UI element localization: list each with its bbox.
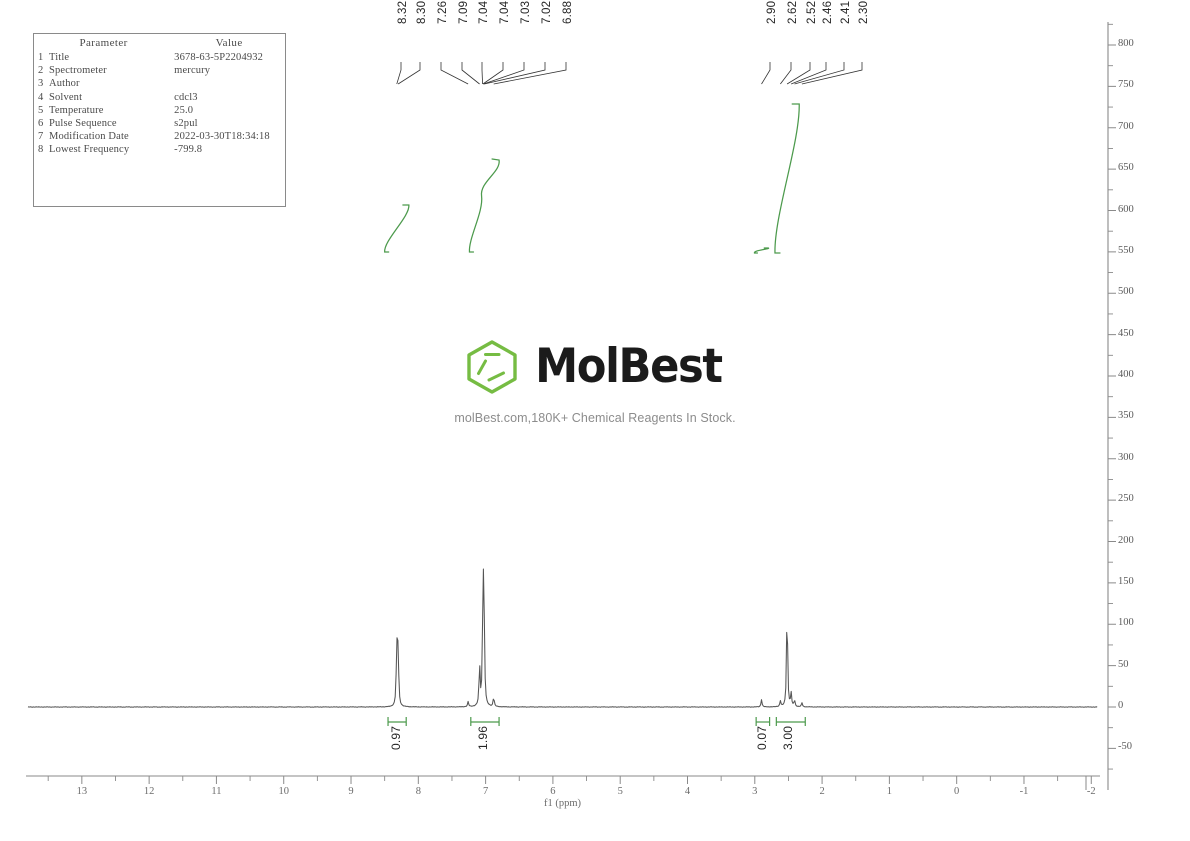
integral-value: 0.97 [389, 725, 404, 750]
parameter-value: mercury [174, 65, 211, 77]
parameter-value: 2022-03-30T18:34:18 [174, 131, 270, 143]
parameter-index: 6 [38, 118, 44, 130]
spectrum-trace [27, 568, 1098, 708]
parameter-index: 3 [38, 78, 44, 90]
parameter-row: 7 Modification Date 2022-03-30T18:34:18 [34, 130, 285, 143]
x-tick-label: 8 [415, 786, 421, 797]
x-tick-label: 2 [819, 786, 825, 797]
x-tick-label: 11 [211, 786, 222, 797]
plot-axes [26, 22, 1116, 790]
x-axis-title: f1 (ppm) [544, 798, 582, 809]
parameter-row: 2 Spectrometer mercury [34, 64, 285, 77]
parameter-row: 1 Title 3678-63-5P2204932 [34, 51, 285, 64]
y-tick-label: 0 [1118, 700, 1124, 711]
x-tick-label: -1 [1019, 786, 1029, 797]
integral-value: 0.07 [754, 725, 769, 750]
y-tick-label: 600 [1118, 203, 1134, 215]
parameter-name: Pulse Sequence [49, 118, 117, 130]
integral-value: 1.96 [476, 725, 491, 750]
y-tick-label: 450 [1118, 327, 1134, 339]
y-tick-label: 750 [1118, 79, 1134, 91]
y-tick-label: 250 [1118, 493, 1134, 505]
y-tick-label: 550 [1118, 244, 1134, 256]
x-tick-label: 3 [752, 786, 758, 797]
parameter-name: Modification Date [49, 131, 129, 143]
y-tick-label: 500 [1118, 286, 1134, 298]
parameter-index: 8 [38, 144, 44, 156]
y-tick-label: 350 [1118, 410, 1134, 422]
integral-curves [384, 103, 800, 254]
x-tick-label: 5 [617, 786, 623, 797]
parameter-index: 2 [38, 65, 44, 77]
x-tick-label: 1 [886, 786, 892, 797]
parameter-value: 25.0 [174, 104, 194, 116]
y-tick-label: 200 [1118, 534, 1134, 546]
y-tick-label: 400 [1118, 369, 1134, 380]
parameter-name: Lowest Frequency [49, 144, 130, 156]
header-parameter: Parameter [79, 37, 128, 49]
integral-brackets [387, 717, 806, 726]
x-tick-label: 0 [954, 786, 960, 797]
y-tick-label: 700 [1118, 120, 1134, 132]
parameter-table-body: 1 Title 3678-63-5P2204932 2 Spectrometer merc… [34, 51, 285, 157]
parameter-value: cdcl3 [174, 91, 198, 103]
parameter-row: 8 Lowest Frequency -799.8 [34, 143, 285, 156]
parameter-index: 4 [38, 91, 44, 103]
parameter-value: 3678-63-5P2204932 [174, 52, 264, 64]
parameter-name: Title [49, 52, 70, 64]
parameter-value: s2pul [174, 118, 198, 130]
parameter-name: Spectrometer [49, 65, 107, 77]
y-tick-label: 650 [1118, 162, 1134, 174]
parameter-table-header-row: Parameter Value [34, 34, 285, 51]
header-value: Value [215, 37, 243, 49]
parameter-table: Parameter Value 1 Title 3678-63-5P2204932 2… [33, 33, 286, 207]
x-tick-label: 4 [684, 786, 691, 797]
parameter-name: Solvent [49, 91, 83, 103]
parameter-row: 4 Solvent cdcl3 [34, 91, 285, 104]
x-tick-label: 6 [550, 786, 556, 797]
x-tick-label: 13 [76, 786, 88, 797]
parameter-row: 3 Author [34, 77, 285, 90]
x-tick-label: 10 [278, 786, 289, 797]
parameter-name: Author [49, 78, 80, 90]
parameter-value: -799.8 [174, 144, 203, 156]
parameter-row: 6 Pulse Sequence s2pul [34, 117, 285, 130]
parameter-index: 1 [38, 52, 44, 64]
peak-leader-lines [396, 62, 863, 85]
y-tick-label: 50 [1118, 658, 1129, 670]
y-tick-label: 800 [1118, 38, 1134, 49]
integral-value: 3.00 [781, 725, 796, 750]
parameter-index: 7 [38, 131, 44, 143]
x-tick-label: 9 [348, 786, 354, 797]
y-tick-label: 300 [1118, 451, 1134, 463]
parameter-index: 5 [38, 104, 44, 116]
y-tick-label: 100 [1118, 617, 1134, 629]
parameter-row: 5 Temperature 25.0 [34, 104, 285, 117]
y-tick-label: 150 [1118, 575, 1134, 587]
x-tick-label: -2 [1086, 786, 1096, 797]
parameter-name: Temperature [49, 104, 104, 116]
parameter-table-grid: Parameter Value 1 Title 3678-63-5P2204932 2… [34, 34, 285, 157]
y-tick-label: -50 [1118, 741, 1132, 753]
x-tick-label: 7 [482, 786, 489, 797]
x-tick-label: 12 [143, 786, 155, 797]
